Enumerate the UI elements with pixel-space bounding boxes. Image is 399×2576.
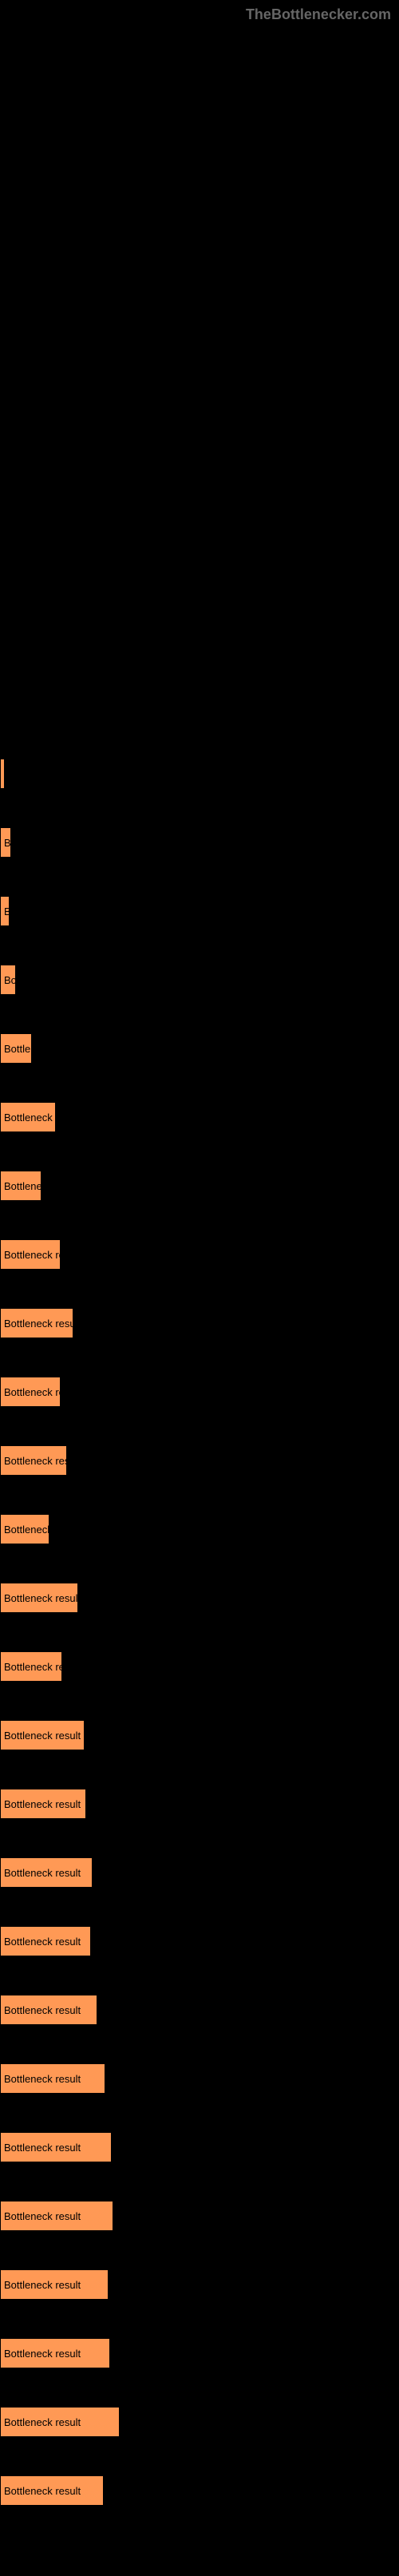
bar-row: Bottleneck result	[0, 1857, 399, 1888]
chart-bar: Bottleneck re	[0, 1377, 61, 1407]
chart-bar: Bottler	[0, 1033, 32, 1064]
chart-bar: Bottleneck result	[0, 2063, 105, 2094]
bar-row: Bottlene	[0, 1171, 399, 1201]
bar-row: Bottleneck result	[0, 2201, 399, 2231]
chart-bar: Bottleneck result	[0, 1995, 97, 2025]
chart-bar: Bottleneck result	[0, 2338, 110, 2368]
bar-row	[0, 759, 399, 789]
bar-row: Bottleneck result	[0, 2407, 399, 2437]
chart-bar: Bottleneck result	[0, 1789, 86, 1819]
chart-bar: Bottleneck result	[0, 2407, 120, 2437]
bar-row: Bottleneck re	[0, 1651, 399, 1682]
chart-bar: Bottleneck result	[0, 2201, 113, 2231]
chart-bar: Bottleneck resul	[0, 1308, 73, 1338]
bar-chart: B B Bo Bottler Bottleneck r Bottlene Bottlenec…	[0, 0, 399, 2576]
bar-row: Bottleneck result	[0, 1720, 399, 1750]
chart-bar: Bottleneck result	[0, 1857, 93, 1888]
bar-row: Bottleneck result	[0, 1583, 399, 1613]
chart-bar: Bottleneck result	[0, 2132, 112, 2162]
bar-row: Bottleneck result	[0, 1789, 399, 1819]
bar-row: Bottleneck res	[0, 1445, 399, 1476]
chart-bar: Bottleneck result	[0, 2475, 104, 2506]
bar-row: Bottleneck re	[0, 1239, 399, 1270]
chart-bar: Bottleneck result	[0, 1926, 91, 1956]
bar-row: Bottler	[0, 1033, 399, 1064]
bar-row: Bottleneck result	[0, 2063, 399, 2094]
bar-row: Bottleneck	[0, 1514, 399, 1544]
chart-bar: Bottleneck re	[0, 1651, 62, 1682]
chart-bar: Bottleneck	[0, 1514, 49, 1544]
chart-bar: Bottleneck result	[0, 1583, 78, 1613]
bar-row: Bottleneck result	[0, 2269, 399, 2300]
chart-bar: Bottleneck r	[0, 1102, 56, 1132]
bar-row: Bottleneck result	[0, 1926, 399, 1956]
bar-row: Bottleneck result	[0, 2475, 399, 2506]
watermark-text: TheBottlenecker.com	[246, 6, 391, 23]
bar-row: B	[0, 896, 399, 926]
chart-bar: Bottleneck result	[0, 2269, 109, 2300]
bar-row: Bo	[0, 965, 399, 995]
bar-row: Bottleneck result	[0, 2132, 399, 2162]
chart-bar: B	[0, 827, 11, 858]
bar-row: Bottleneck result	[0, 1995, 399, 2025]
bar-row: Bottleneck resul	[0, 1308, 399, 1338]
bar-row: B	[0, 827, 399, 858]
bar-row: Bottleneck re	[0, 1377, 399, 1407]
chart-bar: Bo	[0, 965, 16, 995]
chart-bar: Bottleneck re	[0, 1239, 61, 1270]
chart-bar: Bottlene	[0, 1171, 41, 1201]
chart-bar	[0, 759, 5, 789]
chart-bar: Bottleneck result	[0, 1720, 85, 1750]
bar-row: Bottleneck result	[0, 2338, 399, 2368]
chart-bar: B	[0, 896, 10, 926]
bar-row: Bottleneck r	[0, 1102, 399, 1132]
chart-bar: Bottleneck res	[0, 1445, 67, 1476]
